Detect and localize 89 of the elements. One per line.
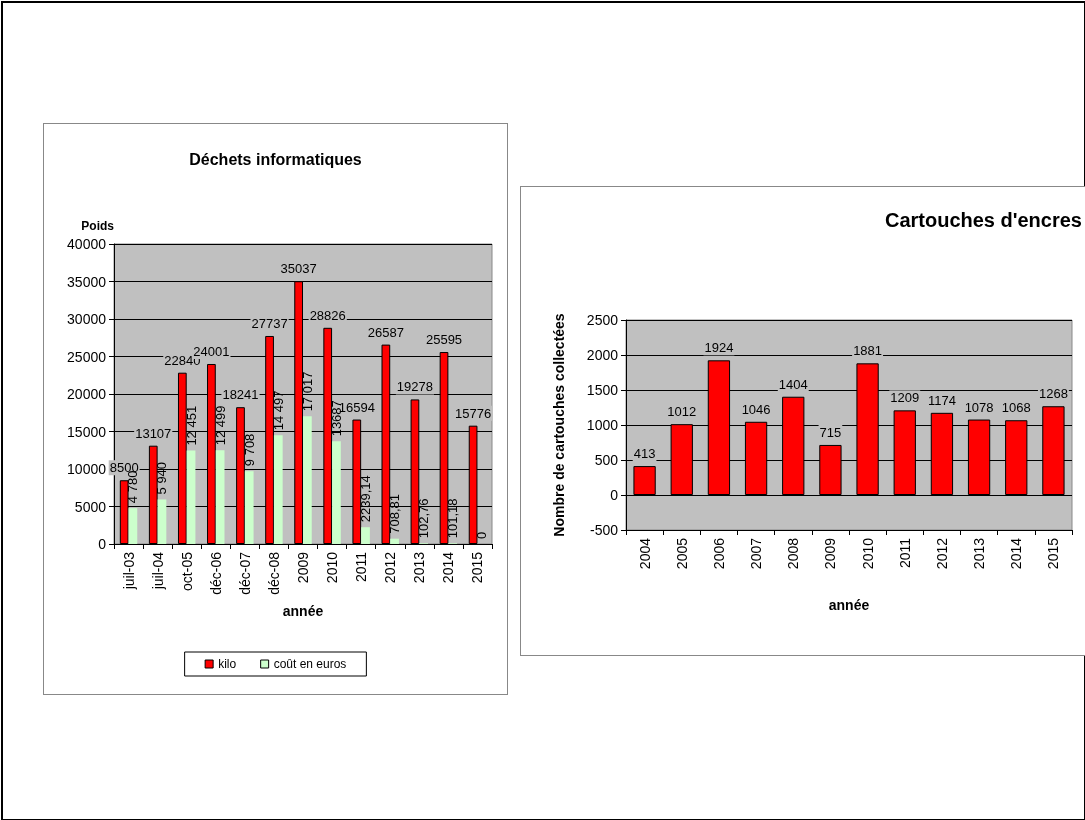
bar: [215, 450, 225, 544]
chart-title: Cartouches d'encres: [884, 209, 1082, 231]
y-tick-label: 500: [594, 452, 619, 468]
x-tick-label: 2010: [324, 551, 341, 584]
y-tick-label: 40000: [67, 236, 107, 252]
x-tick-label: 2013: [971, 537, 988, 570]
data-label: 1881: [853, 343, 883, 359]
bar: [244, 471, 254, 544]
data-label: 0: [474, 531, 490, 539]
x-tick-label: 2007: [748, 537, 765, 570]
data-label: 18241: [222, 387, 259, 403]
y-axis-title: Nombre de cartouches collectées: [551, 313, 567, 537]
x-tick-label: oct-05: [178, 551, 195, 591]
y-axis-title: Poids: [81, 219, 115, 233]
data-label: 26587: [367, 324, 404, 340]
legend-label: coût en euros: [273, 657, 347, 671]
y-tick-label: -500: [589, 522, 619, 538]
x-tick-label: déc-06: [207, 551, 224, 595]
bar: [390, 538, 399, 544]
y-tick-label: 20000: [67, 386, 107, 402]
data-label: 1068: [1001, 400, 1031, 416]
data-label: 12 451: [183, 405, 199, 446]
x-tick-label: déc-07: [236, 551, 253, 595]
data-label: 5 940: [154, 461, 170, 495]
data-label: 25595: [425, 332, 463, 348]
x-tick-label: 2010: [859, 537, 876, 570]
y-tick-label: 0: [610, 487, 619, 503]
y-tick-label: 2500: [586, 312, 619, 328]
data-label: 15776: [455, 405, 492, 421]
chart-title: Déchets informatiques: [189, 150, 362, 168]
y-tick-label: 35000: [67, 273, 107, 290]
data-label: 1268: [1038, 386, 1068, 402]
data-label: 715: [819, 424, 842, 440]
y-tick-label: 10000: [67, 461, 107, 477]
data-label: 1012: [667, 404, 697, 420]
bar: [303, 416, 312, 544]
data-label: 102,76: [416, 498, 432, 539]
data-label: 9 708: [241, 433, 257, 467]
legend-label: kilo: [218, 657, 237, 671]
y-tick-label: 15000: [67, 423, 107, 440]
bar: [361, 527, 370, 544]
bar: [273, 435, 283, 544]
data-label: 1078: [964, 399, 994, 415]
data-label: 27737: [251, 315, 288, 331]
y-tick-label: 2000: [586, 347, 619, 363]
bar: [186, 450, 196, 544]
data-label: 13107: [135, 425, 172, 441]
data-label: 19278: [396, 379, 434, 395]
data-label: 17 017: [299, 371, 315, 412]
x-tick-label: 2013: [411, 551, 428, 584]
x-tick-label: 2014: [1008, 537, 1025, 570]
bar: [128, 508, 138, 544]
x-tick-label: 2005: [673, 537, 690, 570]
y-tick-label: 1000: [586, 417, 619, 433]
x-tick-label: 2009: [295, 551, 311, 584]
data-label: 1209: [890, 390, 920, 406]
bar: [157, 499, 167, 544]
data-label: 1174: [927, 392, 956, 408]
x-tick-label: 2014: [440, 551, 457, 584]
x-tick-label: déc-08: [265, 551, 282, 595]
x-tick-label: 2011: [896, 537, 913, 569]
x-tick-label: 2011: [353, 551, 370, 583]
data-label: 1924: [704, 340, 734, 356]
y-tick-label: 5000: [74, 498, 107, 515]
x-tick-label: 2009: [822, 537, 839, 570]
data-label: 413: [633, 446, 656, 462]
y-tick-label: 30000: [67, 311, 107, 327]
x-tick-label: juil-04: [149, 551, 166, 591]
x-axis-title: année: [282, 603, 324, 619]
data-label: 1046: [741, 401, 771, 417]
data-label: 35037: [280, 261, 317, 277]
x-tick-label: juil-03: [120, 551, 137, 591]
y-tick-label: 0: [98, 536, 107, 552]
x-tick-label: 2004: [636, 537, 653, 570]
data-label: 1404: [778, 376, 808, 392]
data-label: 12 499: [212, 405, 228, 446]
data-label: 2239,14: [358, 475, 374, 523]
x-tick-label: 2012: [382, 551, 399, 584]
x-tick-label: 2012: [933, 537, 950, 570]
x-tick-label: 2006: [710, 537, 727, 570]
x-tick-label: 2008: [785, 537, 802, 570]
y-tick-label: 25000: [67, 348, 107, 365]
data-label: 28826: [309, 307, 346, 323]
x-tick-label: 2015: [469, 551, 486, 584]
bar: [332, 441, 341, 544]
x-tick-label: 2015: [1045, 537, 1062, 570]
y-tick-label: 1500: [586, 382, 619, 398]
x-axis-title: année: [828, 597, 870, 613]
data-label: 101,18: [445, 498, 461, 539]
